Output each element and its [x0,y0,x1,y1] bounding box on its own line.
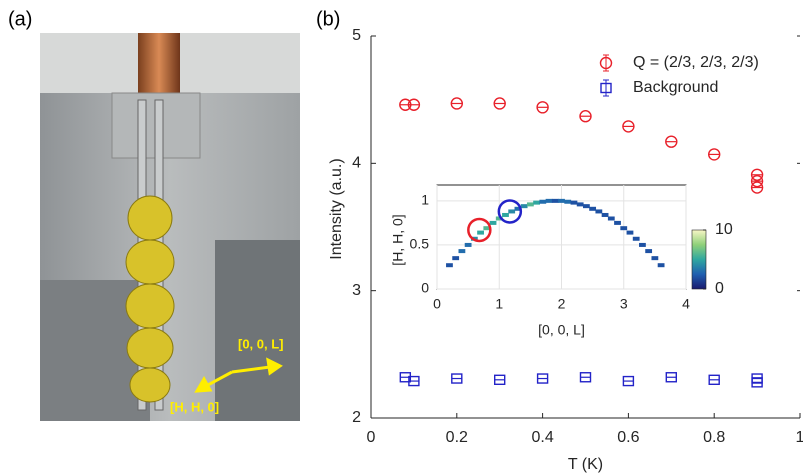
intensity-cell [526,202,534,207]
inset-y-label: [H, H, 0] [390,214,406,265]
intensity-cell [607,216,615,221]
intensity-cell [551,198,559,203]
data-point [407,98,421,111]
intensity-cell [570,200,578,205]
intensity-cell [564,199,572,204]
panel-label: (a) [8,8,32,30]
data-point [708,148,721,161]
intensity-cell [489,220,497,225]
legend-label: Background [633,79,718,96]
y-tick-label: 5 [352,27,361,44]
intensity-cell [539,199,547,204]
x-tick-label: 1 [796,429,803,446]
x-axis-label: T (K) [568,456,603,473]
intensity-cell [601,212,609,217]
intensity-cell [583,204,590,209]
x-tick-label: 0 [367,429,376,446]
data-point [536,101,549,114]
x-tick-label: 0.6 [617,429,639,446]
y-tick-label: 2 [352,409,361,426]
inset-y-tick-label: 0 [421,280,429,296]
intensity-cell [632,236,640,241]
data-point [750,181,764,194]
panel-label: (b) [316,8,340,30]
x-tick-label: 0.8 [703,429,725,446]
data-point [450,97,463,110]
x-tick-label: 0.4 [531,429,553,446]
axis-label: [0, 0, L] [238,336,284,351]
inset-x-tick-label: 3 [620,296,628,312]
crystal [129,367,171,403]
arrow-l [231,365,271,374]
photo-mount [215,240,300,421]
photo-crystals [125,195,175,403]
intensity-cell [657,263,665,268]
intensity-cell [576,202,584,207]
colorbar [691,229,707,290]
intensity-cell [520,204,528,209]
photo-copper [138,33,180,93]
arrow-hh [205,370,233,388]
intensity-cell [620,226,628,231]
intensity-cell [639,242,646,247]
intensity-cell [508,209,516,214]
intensity-cell [502,212,509,217]
inset-x-tick-label: 2 [558,296,566,312]
intensity-cell [626,230,634,235]
data-point [622,120,635,133]
data-point [493,97,506,110]
inset-x-label: [0, 0, L] [538,322,585,338]
intensity-cell [545,198,553,203]
inset-x-tick-label: 0 [433,296,441,312]
data-point [750,168,764,181]
intensity-cell [452,256,460,261]
intensity-cell [589,206,597,211]
inset-x-tick-label: 4 [682,296,690,312]
intensity-cell [495,216,503,221]
y-tick-label: 4 [352,155,361,172]
crystal [125,239,175,285]
inset-y-tick-label: 0.5 [410,236,430,252]
intensity-cell [645,249,653,254]
axis-arrows [194,357,283,393]
axis-label: [H, H, 0] [170,399,219,414]
arrow-head [266,357,283,376]
colorbar-tick-label: 10 [715,221,733,238]
intensity-cell [464,242,472,247]
highlight-circle [467,217,492,243]
data-point [750,174,764,188]
arrow-head [194,375,213,393]
inset-y-tick-label: 1 [421,192,429,208]
intensity-cell [558,198,565,203]
legend-label: Q = (2/3, 2/3, 2/3) [633,54,759,71]
intensity-cell [446,263,453,268]
intensity-cell [477,230,484,235]
intensity-cell [595,209,603,214]
intensity-cell [651,256,659,261]
x-tick-label: 0.2 [446,429,468,446]
highlight-circle [497,199,523,224]
y-tick-label: 3 [352,282,361,299]
data-point [579,110,592,123]
intensity-cell [614,220,621,225]
photo [40,33,300,421]
y-axis-label: Intensity (a.u.) [328,158,345,259]
crystal [125,283,175,329]
intensity-cell [458,249,466,254]
intensity-cell [533,200,540,205]
data-point [665,135,678,148]
inset-x-tick-label: 1 [495,296,503,312]
intensity-cell [514,206,522,211]
colorbar-tick-label: 0 [715,280,724,297]
crystal [127,195,173,241]
intensity-cell [483,226,491,231]
crystal [126,327,174,369]
